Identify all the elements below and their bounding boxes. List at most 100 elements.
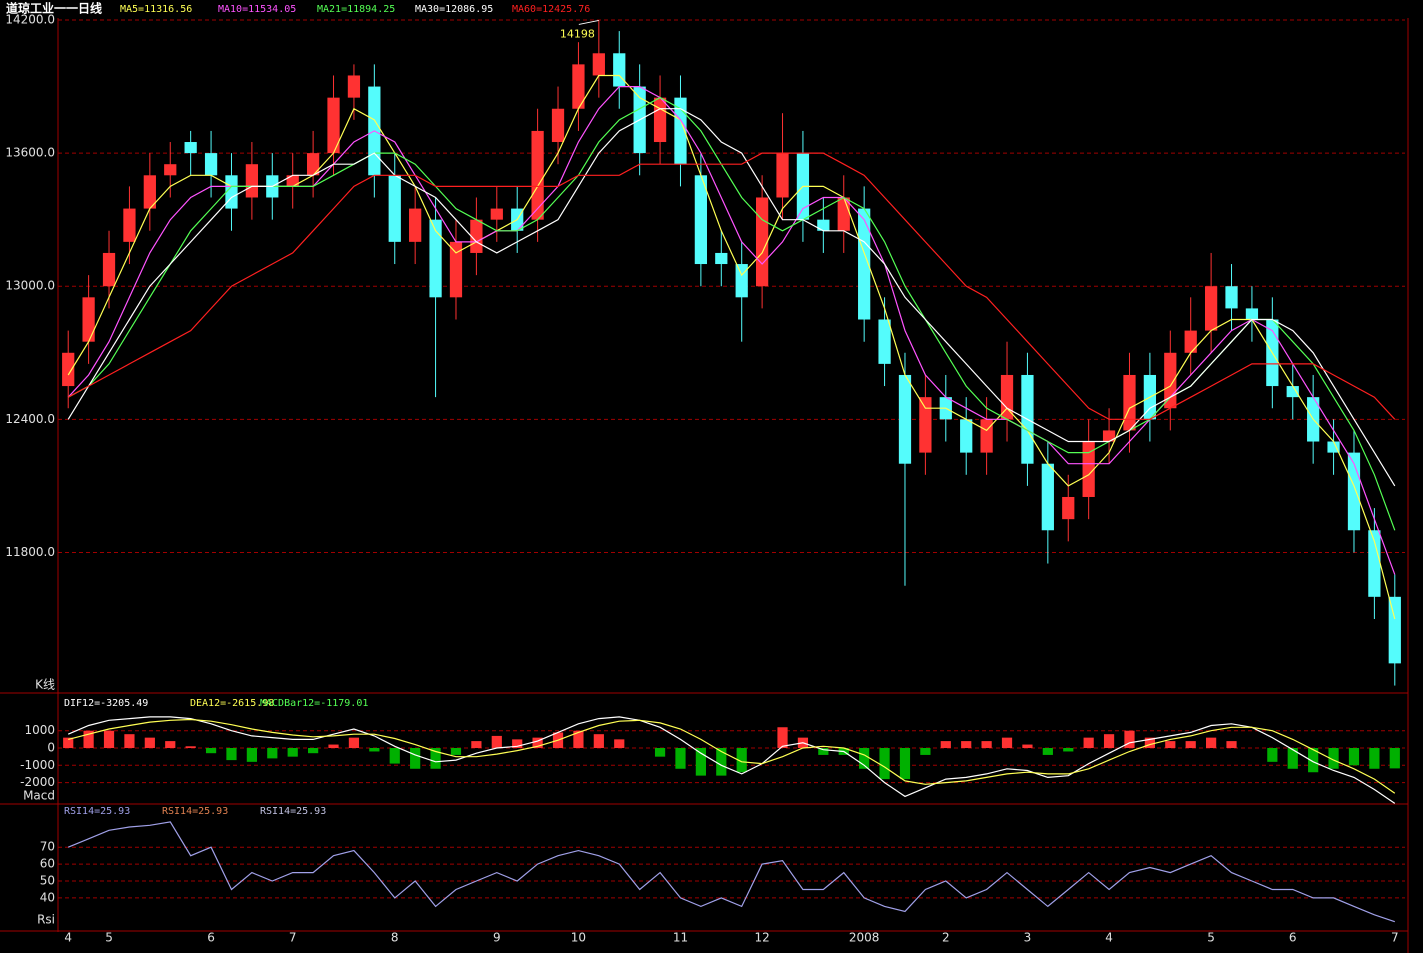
candle-body	[327, 97, 340, 154]
candle-body	[123, 208, 136, 242]
chart-title: 道琼工业一一日线	[6, 1, 102, 16]
candle-body	[980, 419, 993, 453]
line	[68, 718, 1396, 794]
legend-entry: MA5=11316.56	[120, 4, 192, 15]
x-tick-label: 4	[64, 931, 72, 945]
x-tick-label: 11	[673, 931, 688, 945]
candle-body	[470, 219, 483, 253]
candle-body	[1082, 441, 1095, 497]
candle-body	[490, 208, 503, 220]
x-tick-label: 6	[207, 931, 215, 945]
x-tick-label: 4	[1105, 931, 1113, 945]
candle-body	[755, 197, 769, 287]
x-tick-label: 2008	[849, 931, 880, 945]
y-tick-label: 70	[40, 840, 55, 854]
panel-label: Macd	[23, 789, 55, 803]
x-tick-label: 8	[391, 931, 399, 945]
legend-entry: DEA12=-2615.98	[190, 698, 274, 709]
x-tick-label: 6	[1289, 931, 1297, 945]
candle-body	[1062, 496, 1075, 520]
legend-entry: MA21=11894.25	[317, 4, 395, 15]
legend-entry: MA10=11534.05	[218, 4, 296, 15]
panel-label: Rsi	[37, 913, 55, 927]
peak-pointer	[578, 19, 599, 25]
candle-body	[776, 153, 789, 198]
candle-body	[184, 142, 197, 154]
candle-body	[1000, 374, 1014, 420]
candle-body	[1225, 286, 1238, 309]
candle-body	[306, 153, 320, 176]
candle-body	[429, 219, 442, 298]
y-tick-label: 13600.0	[5, 146, 55, 160]
candle-body	[1286, 386, 1299, 398]
line	[67, 716, 1396, 804]
peak-annotation: 14198	[560, 27, 595, 40]
y-tick-label: 1000	[24, 723, 55, 737]
candle-body	[694, 175, 708, 265]
candle-body	[62, 352, 75, 387]
legend-entry: DIF12=-3205.49	[64, 698, 148, 709]
y-tick-label: 60	[40, 857, 55, 871]
candle-body	[1327, 441, 1340, 453]
legend-entry: MA60=12425.76	[512, 4, 590, 15]
x-tick-label: 2	[942, 931, 950, 945]
candle-body	[653, 97, 667, 143]
candle-body	[735, 264, 748, 298]
y-tick-label: 12400.0	[5, 412, 55, 426]
y-tick-label: 0	[47, 741, 55, 755]
candle-body	[204, 153, 218, 176]
x-tick-label: 5	[1207, 931, 1215, 945]
candle-body	[1123, 374, 1136, 431]
y-tick-label: -1000	[20, 758, 55, 772]
candle-body	[143, 175, 156, 209]
x-tick-label: 7	[1391, 931, 1399, 945]
candle-body	[245, 164, 259, 198]
legend-entry: MA30=12086.95	[415, 4, 493, 15]
line	[67, 152, 1396, 420]
candle-body	[715, 252, 728, 265]
x-tick-label: 9	[493, 931, 501, 945]
y-tick-label: 11800.0	[5, 545, 55, 559]
candle-body	[919, 397, 932, 453]
x-tick-label: 7	[289, 931, 297, 945]
candle-body	[592, 53, 605, 76]
candle-body	[1245, 308, 1259, 320]
candle-body	[858, 208, 871, 320]
candle-body	[409, 208, 422, 242]
candle-body	[82, 297, 95, 342]
candle-body	[102, 252, 116, 287]
candle-body	[347, 75, 361, 98]
candle-body	[286, 175, 299, 187]
candle-body	[878, 319, 891, 364]
candle-body	[1368, 530, 1381, 597]
x-tick-label: 12	[754, 931, 769, 945]
y-tick-label: 50	[40, 874, 55, 888]
candle-body	[817, 219, 830, 231]
legend-entry: MACDBar12=-1179.01	[260, 698, 368, 709]
candle-body	[164, 164, 177, 176]
candle-body	[898, 374, 912, 464]
candle-body	[674, 97, 687, 165]
candle-body	[572, 64, 585, 109]
candle-body	[449, 241, 463, 298]
candle-body	[1102, 430, 1116, 442]
candle-body	[1041, 463, 1054, 531]
x-tick-label: 10	[571, 931, 586, 945]
candle-body	[388, 175, 401, 242]
legend-entry: RSI14=25.93	[162, 806, 228, 817]
y-tick-label: 13000.0	[5, 279, 55, 293]
legend-entry: RSI14=25.93	[260, 806, 326, 817]
line	[67, 108, 1396, 487]
candle-body	[1184, 330, 1197, 353]
candle-body	[960, 419, 973, 453]
y-tick-label: -2000	[20, 775, 55, 789]
legend-entry: RSI14=25.93	[64, 806, 130, 817]
candle-body	[613, 53, 626, 87]
candle-body	[1204, 286, 1218, 331]
y-tick-label: 14200.0	[5, 13, 55, 27]
x-tick-label: 5	[105, 931, 113, 945]
x-tick-label: 3	[1024, 931, 1032, 945]
